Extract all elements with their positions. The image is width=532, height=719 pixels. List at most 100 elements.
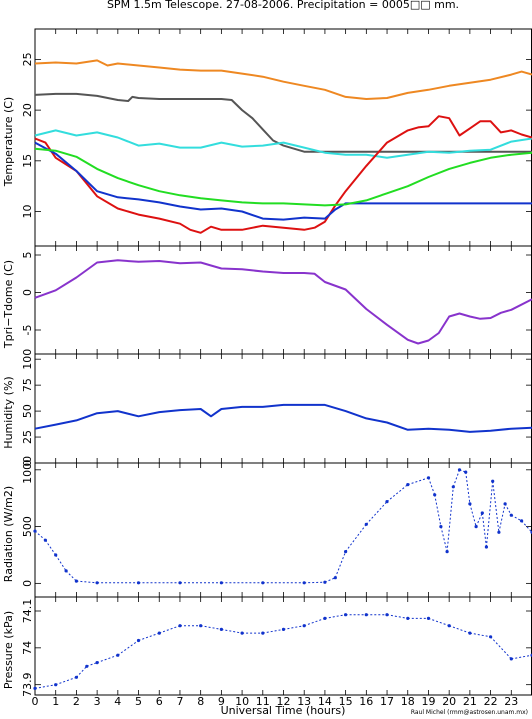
series-segment (76, 665, 88, 678)
series-segment (117, 640, 139, 656)
series-segment (200, 625, 222, 630)
x-tick-label: 7 (177, 695, 184, 708)
y-tick-label: 0 (21, 289, 34, 296)
plot-frame (34, 596, 532, 696)
series-segment (324, 577, 336, 583)
series-line (34, 403, 532, 433)
x-tick-label: 23 (504, 695, 518, 708)
x-tick-label: 14 (318, 695, 332, 708)
series-line (34, 115, 532, 234)
plot-frame (34, 245, 532, 355)
y-tick-label: 500 (21, 516, 34, 537)
series-segment (96, 654, 118, 664)
y-tick-label: 25 (21, 430, 34, 444)
x-tick-label: 22 (484, 695, 498, 708)
series-segment (492, 481, 500, 533)
y-tick-label: 73.9 (21, 672, 34, 697)
x-tick-label: 4 (114, 695, 121, 708)
series-line (34, 59, 532, 100)
x-tick-label: 20 (442, 695, 456, 708)
series-segment (159, 625, 181, 634)
series-segment (324, 614, 346, 619)
x-tick-label: 13 (297, 695, 311, 708)
series-segment (386, 614, 408, 619)
chart-panel: 73.9 74 74.1 Pressure (kPa) (2, 596, 532, 697)
series-segment (345, 523, 367, 552)
y-axis-label: Temperature (C) (2, 97, 15, 187)
series-segment (504, 503, 512, 516)
x-tick-label: 2 (73, 695, 80, 708)
chart-panel: 10 15 20 25 Temperature (C) (2, 28, 532, 247)
series-segment (334, 551, 347, 578)
y-tick-label: 75 (21, 378, 34, 392)
series-segment (44, 539, 57, 556)
series-segment (449, 625, 471, 634)
chart-panel: 0 25 50 75 100 Humidity (%) (2, 349, 532, 467)
x-tick-label: 19 (422, 695, 436, 708)
series-segment (262, 628, 284, 634)
y-tick-label: 100 (21, 349, 34, 370)
series-segment (481, 512, 487, 548)
y-tick-label: 5 (21, 252, 34, 259)
credit-text: Raul Michel (rmm@astrosen.unam.mx) (411, 709, 528, 716)
x-tick-label: 10 (235, 695, 249, 708)
chart-panel: -5 0 5 Tpri−Tdome (C) (2, 245, 532, 355)
series-segment (304, 617, 326, 627)
series-line (34, 129, 532, 159)
series-segment (521, 520, 532, 533)
series-segment (475, 512, 483, 527)
y-axis-label: Pressure (kPa) (2, 611, 15, 689)
y-tick-label: 74.1 (21, 599, 34, 624)
series-segment (65, 570, 77, 582)
y-axis-label: Tpri−Tdome (C) (2, 260, 15, 349)
series-segment (138, 632, 160, 641)
x-tick-label: 11 (256, 695, 270, 708)
series-segment (469, 632, 491, 638)
x-tick-label: 12 (277, 695, 291, 708)
series-line (34, 259, 532, 345)
series-segment (34, 530, 46, 541)
series-segment (469, 503, 477, 527)
series-segment (283, 625, 305, 630)
y-tick-label: 20 (21, 103, 34, 117)
y-axis-label: Radiation (W/m2) (2, 486, 15, 582)
series-segment (34, 684, 56, 689)
y-tick-label: 0 (21, 460, 34, 467)
chart-title: SPM 1.5m Telescope. 27-08-2006. Precipit… (107, 0, 459, 11)
chart-panel: 0 500 1000 Radiation (W/m2) (2, 456, 532, 598)
y-tick-label: -5 (21, 325, 34, 336)
series-point (199, 624, 203, 628)
series-segment (498, 503, 506, 533)
x-tick-label: 16 (359, 695, 373, 708)
series-segment (386, 484, 409, 502)
series-segment (55, 554, 67, 572)
y-tick-label: 0 (21, 580, 34, 587)
x-tick-label: 18 (401, 695, 415, 708)
series-segment (428, 617, 450, 627)
x-axis-label: Universal Time (hours) (221, 704, 346, 717)
series-segment (511, 654, 532, 660)
series-segment (76, 580, 98, 584)
series-segment (434, 494, 442, 527)
plot-frame (34, 353, 532, 464)
y-tick-label: 15 (21, 154, 34, 168)
x-tick-label: 6 (156, 695, 163, 708)
series-point (302, 581, 306, 585)
x-tick-label: 21 (463, 695, 477, 708)
series-segment (511, 514, 522, 522)
x-tick-label: 0 (32, 695, 39, 708)
series-line (34, 141, 532, 221)
y-tick-label: 25 (21, 52, 34, 66)
series-point (497, 530, 501, 534)
series-segment (490, 636, 512, 660)
y-tick-label: 74 (21, 641, 34, 655)
x-tick-label: 15 (339, 695, 353, 708)
x-tick-label: 9 (218, 695, 225, 708)
plot-frame (34, 28, 532, 247)
x-tick-label: 3 (94, 695, 101, 708)
series-segment (365, 501, 388, 525)
series-segment (304, 581, 325, 584)
plot-frame (34, 462, 532, 598)
x-tick-label: 8 (197, 695, 204, 708)
